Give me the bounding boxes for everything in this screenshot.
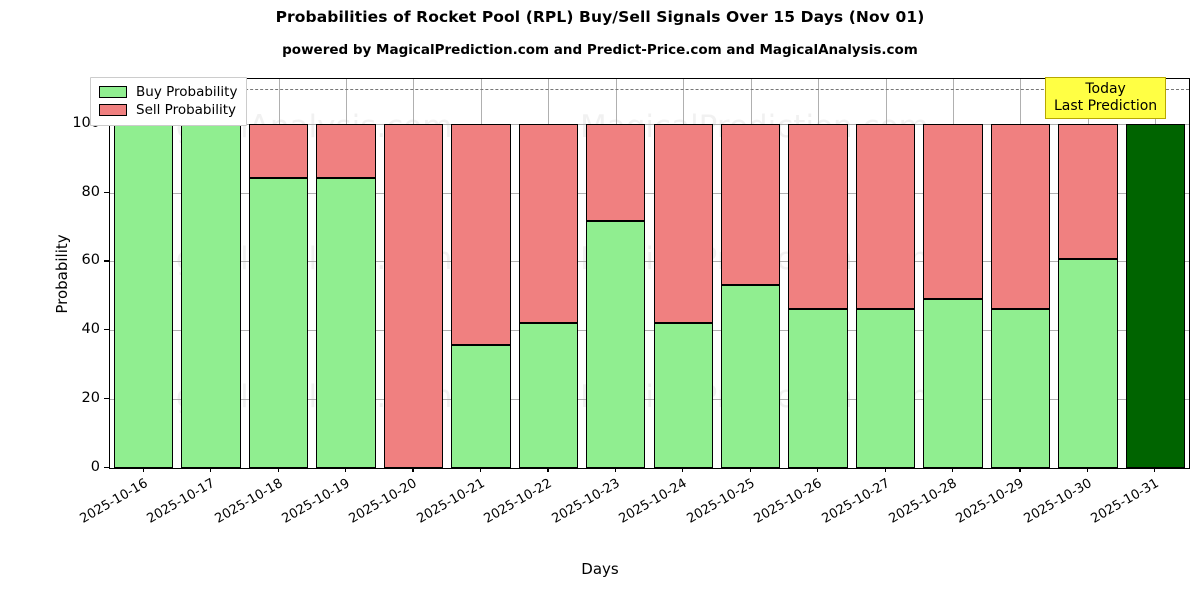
legend-item-buy: Buy Probability [99, 83, 237, 101]
bar-stack[interactable] [518, 79, 578, 468]
bar-segment-sell[interactable] [1058, 123, 1118, 260]
bar-segment-buy[interactable] [586, 220, 646, 468]
plot-area: MagicalAnalysis.comMagicalPrediction.com… [109, 78, 1190, 469]
gridline-horizontal [110, 123, 1189, 125]
bar-stack[interactable] [316, 79, 376, 468]
bar-segment-buy[interactable] [1058, 259, 1118, 468]
bar-segment-today[interactable] [1125, 123, 1185, 468]
bar-stack[interactable] [923, 79, 983, 468]
bar-stack[interactable] [586, 79, 646, 468]
x-tick-mark [749, 467, 751, 472]
x-tick-mark [884, 467, 886, 472]
y-axis-label: Probability [53, 233, 71, 314]
bar-segment-sell[interactable] [586, 123, 646, 221]
y-tick-label: 80 [81, 183, 100, 200]
x-tick-mark [547, 467, 549, 472]
x-tick-mark [614, 467, 616, 472]
bar-segment-buy[interactable] [990, 309, 1051, 468]
y-tick-mark [104, 467, 109, 469]
y-tick-label: 20 [81, 390, 100, 407]
bar-segment-buy[interactable] [248, 178, 309, 468]
bar-stack[interactable] [720, 79, 781, 468]
y-tick-mark [104, 398, 109, 400]
y-tick-mark [104, 191, 109, 193]
bar-stack[interactable] [383, 79, 444, 468]
bar-segment-buy[interactable] [451, 345, 511, 468]
today-annotation: Today Last Prediction [1045, 77, 1167, 120]
gridline-horizontal [110, 399, 1189, 401]
x-tick-mark [277, 467, 279, 472]
bar-stack[interactable] [788, 79, 848, 468]
bar-segment-sell[interactable] [653, 123, 713, 323]
bar-stack[interactable] [114, 79, 174, 468]
bar-segment-buy[interactable] [181, 123, 241, 468]
x-tick-mark [951, 467, 954, 472]
gridline-horizontal [110, 192, 1189, 194]
y-tick-mark [104, 260, 109, 262]
bar-stack[interactable] [248, 79, 309, 468]
y-tick-label: 100 [72, 114, 100, 131]
y-tick-label: 60 [81, 252, 100, 269]
x-tick-mark [1154, 467, 1156, 472]
gridline-horizontal [110, 261, 1189, 263]
bar-segment-buy[interactable] [923, 298, 983, 468]
bar-stack[interactable] [653, 79, 713, 468]
bar-segment-sell[interactable] [720, 123, 781, 285]
today-annotation-line2: Last Prediction [1054, 97, 1158, 114]
x-tick-mark [345, 467, 347, 472]
page-title: Probabilities of Rocket Pool (RPL) Buy/S… [275, 8, 925, 26]
legend: Buy Probability Sell Probability [90, 77, 248, 126]
bar-segment-sell[interactable] [316, 123, 376, 179]
y-tick-label: 0 [90, 459, 100, 475]
bar-stack[interactable] [990, 79, 1051, 468]
bar-stack[interactable] [181, 79, 241, 468]
x-axis-label: Days [581, 560, 619, 578]
x-tick-mark [412, 467, 414, 472]
legend-item-sell: Sell Probability [99, 101, 237, 119]
legend-label-sell: Sell Probability [136, 102, 237, 118]
x-tick-mark [817, 467, 819, 472]
bar-segment-buy[interactable] [653, 322, 713, 468]
reference-dashed-line [110, 89, 1189, 91]
x-tick-mark [210, 467, 212, 472]
bar-stack[interactable] [1058, 79, 1118, 468]
bar-segment-sell[interactable] [518, 123, 578, 323]
today-annotation-line1: Today [1085, 81, 1126, 97]
legend-label-buy: Buy Probability [136, 84, 238, 100]
x-tick-mark [682, 467, 684, 472]
y-tick-label: 40 [81, 321, 100, 338]
bar-segment-buy[interactable] [316, 178, 376, 468]
bar-segment-sell[interactable] [788, 123, 848, 310]
gridline-horizontal [110, 330, 1189, 332]
x-tick-mark [1019, 467, 1021, 472]
y-tick-mark [104, 329, 109, 331]
x-tick-mark [142, 467, 144, 472]
bar-segment-sell[interactable] [248, 123, 309, 179]
x-tick-mark [1086, 467, 1089, 472]
x-tick-mark [479, 467, 482, 472]
legend-swatch-sell-icon [99, 104, 127, 116]
bar-segment-sell[interactable] [855, 123, 916, 310]
bar-stack[interactable] [451, 79, 511, 468]
chart-subtitle: powered by MagicalPrediction.com and Pre… [282, 42, 918, 58]
bar-segment-sell[interactable] [383, 123, 444, 468]
bar-segment-buy[interactable] [518, 322, 578, 468]
bar-segment-buy[interactable] [720, 284, 781, 468]
bar-segment-sell[interactable] [923, 123, 983, 299]
bar-segment-buy[interactable] [855, 309, 916, 468]
bar-segment-buy[interactable] [114, 123, 174, 468]
bar-segment-sell[interactable] [451, 123, 511, 346]
bar-segment-buy[interactable] [788, 309, 848, 468]
bar-segment-sell[interactable] [990, 123, 1051, 310]
bar-stack[interactable] [855, 79, 916, 468]
legend-swatch-buy-icon [99, 86, 127, 98]
bar-stack[interactable] [1125, 79, 1185, 468]
